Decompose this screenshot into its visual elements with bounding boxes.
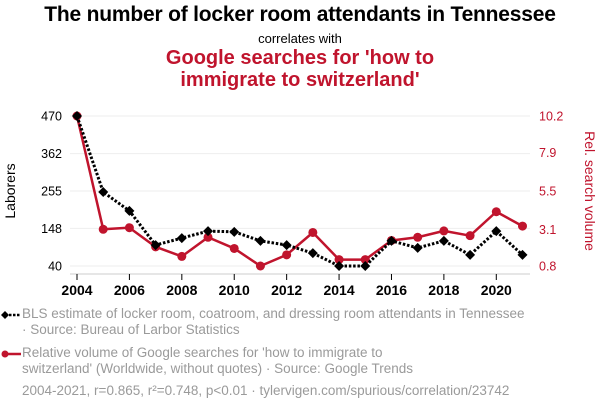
data-point-google-searches	[203, 232, 213, 242]
data-point-locker-room	[124, 205, 135, 216]
x-axis: 2004 2006 2008 2010 2012 2014 2016 2018 2020	[61, 273, 530, 298]
data-point-locker-room	[438, 235, 449, 246]
y-tick-label-right: 10.2	[539, 110, 563, 124]
legend-symbol-locker-room	[1, 311, 21, 319]
y-tick-label-left: 40	[48, 260, 62, 274]
x-tick-label: 2004	[61, 282, 92, 298]
chart-title: The number of locker room attendants in …	[44, 3, 556, 26]
series-locker-room-attendants	[72, 111, 528, 271]
legend-text-line1: BLS estimate of locker room, coatroom, a…	[22, 306, 525, 321]
y-tick-label-right: 0.8	[539, 260, 556, 274]
legend-text-line2: · Source: Bureau of Larbor Statistics	[22, 322, 240, 337]
data-point-locker-room	[72, 111, 82, 121]
data-point-google-searches	[229, 243, 239, 253]
x-tick-label: 2018	[428, 282, 459, 298]
grid-lines	[70, 115, 530, 267]
data-point-locker-room	[150, 240, 161, 251]
data-point-google-searches	[334, 255, 344, 265]
y-axis-left: 470 362 255 148 40	[41, 110, 62, 274]
data-point-locker-room	[517, 249, 528, 260]
x-tick-label: 2012	[271, 282, 302, 298]
y-tick-label-right: 7.9	[539, 146, 556, 160]
data-point-locker-room	[386, 235, 397, 246]
data-point-locker-room	[307, 248, 318, 259]
legend-item-locker-room: BLS estimate of locker room, coatroom, a…	[22, 306, 525, 338]
y-tick-label-right: 3.1	[539, 223, 556, 237]
y-axis-right-label: Rel. search volume	[582, 131, 598, 251]
data-point-google-searches	[124, 223, 134, 233]
data-point-google-searches	[360, 255, 370, 265]
data-point-google-searches	[308, 227, 318, 237]
data-point-google-searches	[98, 224, 108, 234]
y-tick-label-left: 148	[41, 222, 62, 236]
data-point-google-searches	[491, 207, 501, 217]
x-tick-label: 2016	[376, 282, 407, 298]
data-point-locker-room	[255, 235, 266, 246]
data-point-locker-room	[176, 233, 187, 244]
data-point-locker-room	[229, 226, 240, 237]
y-tick-label-right: 5.5	[539, 185, 556, 199]
legend-text-line1: Relative volume of Google searches for '…	[22, 345, 383, 360]
data-point-locker-room	[491, 226, 502, 237]
data-point-locker-room	[203, 226, 214, 237]
data-point-google-searches	[255, 261, 265, 271]
data-point-locker-room	[334, 261, 345, 271]
x-tick-label: 2006	[114, 282, 145, 298]
data-point-locker-room	[98, 187, 109, 198]
x-tick-label: 2020	[481, 282, 512, 298]
data-point-google-searches	[439, 226, 449, 236]
data-point-locker-room	[360, 261, 371, 271]
y-axis-right: 10.2 7.9 5.5 3.1 0.8	[539, 110, 563, 274]
y-tick-label-left: 255	[41, 185, 62, 199]
data-point-google-searches	[518, 221, 527, 231]
chart-title-secondary-line2: immigrate to switzerland'	[180, 69, 420, 91]
footer-stats: 2004-2021, r=0.865, r²=0.748, p<0.01 · t…	[22, 383, 510, 398]
data-point-google-searches	[413, 232, 423, 242]
chart-title-secondary: Google searches for 'how to immigrate to…	[0, 47, 600, 91]
y-tick-label-left: 362	[41, 147, 62, 161]
x-tick-label: 2010	[219, 282, 250, 298]
data-point-locker-room	[412, 242, 423, 253]
chart-subtitle: correlates with	[258, 31, 342, 46]
legend-text-line2: switzerland' (Worldwide, without quotes)…	[22, 361, 414, 376]
legend-symbol-google-searches	[1, 350, 21, 358]
y-tick-label-left: 470	[41, 110, 62, 124]
data-point-locker-room	[465, 249, 476, 260]
legend-item-google-searches: Relative volume of Google searches for '…	[22, 345, 413, 377]
chart-area: 2004 2006 2008 2010 2012 2014 2016 2018 2020 470…	[2, 110, 598, 299]
chart-title-secondary-line1: Google searches for 'how to	[165, 47, 435, 69]
series-line-locker-room	[75, 115, 524, 268]
data-point-google-searches	[177, 251, 187, 261]
x-tick-label: 2008	[166, 282, 197, 298]
data-point-google-searches	[282, 250, 292, 260]
data-point-google-searches	[465, 231, 475, 241]
data-point-locker-room	[281, 240, 292, 251]
y-axis-left-label: Laborers	[2, 163, 18, 218]
x-tick-label: 2014	[323, 282, 354, 298]
